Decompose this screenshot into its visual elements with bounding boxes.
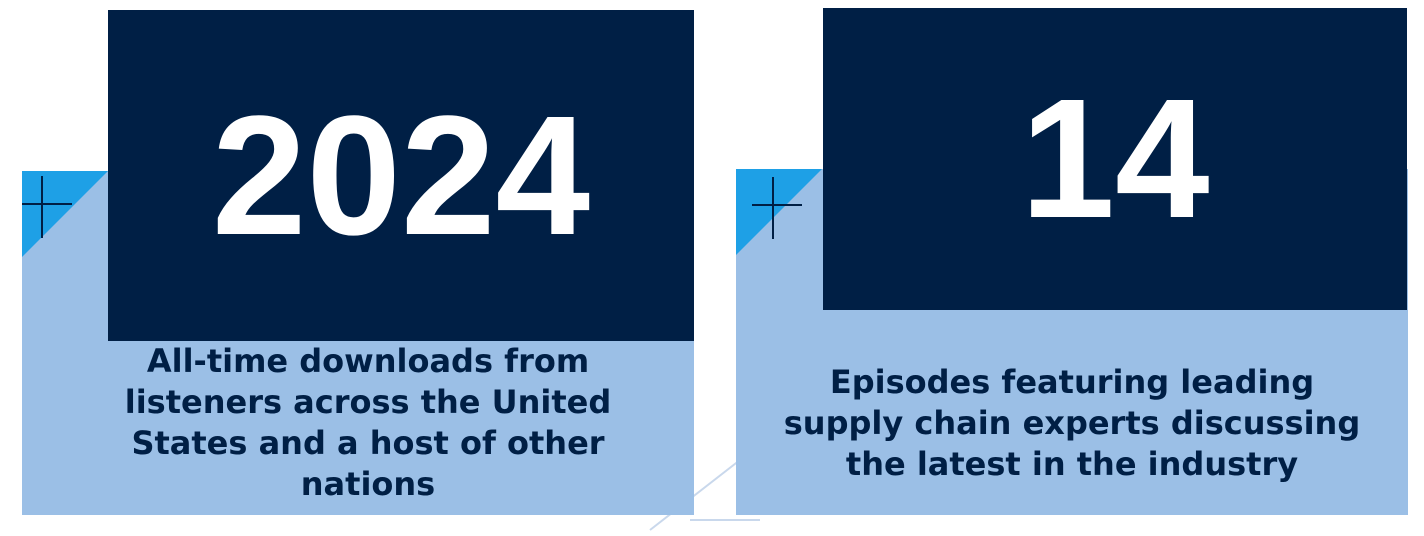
corner-accent (736, 169, 822, 255)
stat-description: All-time downloads from listeners across… (108, 341, 628, 505)
stat-number: 2024 (211, 80, 591, 271)
stat-description: Episodes featuring leading supply chain … (770, 362, 1374, 485)
stat-description-text: Episodes featuring leading supply chain … (783, 363, 1361, 483)
corner-accent (22, 171, 108, 257)
stat-number-box: 14 (823, 8, 1407, 310)
stat-number: 14 (1020, 64, 1210, 254)
stat-number-box: 2024 (108, 10, 694, 341)
stat-description-text: All-time downloads from listeners across… (124, 342, 612, 503)
